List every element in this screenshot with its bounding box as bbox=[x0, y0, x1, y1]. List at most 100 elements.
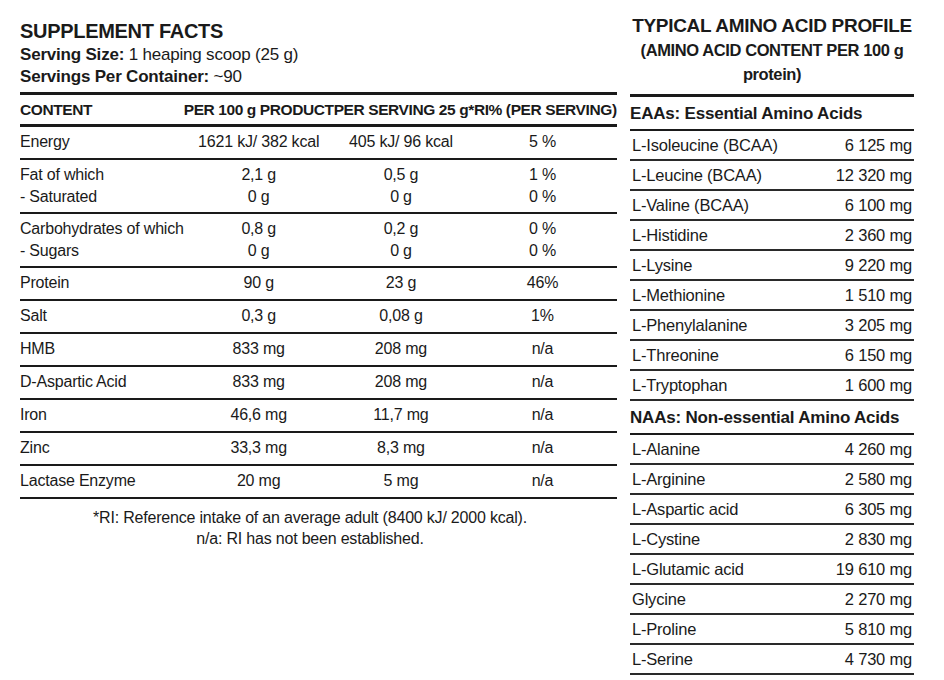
content-value-cell: 1 %0 % bbox=[468, 159, 616, 213]
column-header: PER 100 g PRODUCT bbox=[184, 94, 334, 126]
content-value: n/a bbox=[468, 470, 616, 492]
content-name-cell: HMB bbox=[20, 333, 184, 366]
footnotes: *RI: Reference intake of an average adul… bbox=[20, 507, 600, 549]
content-value-cell: 0,8 g0 g bbox=[184, 213, 334, 267]
amino-value: 2 360 mg bbox=[845, 226, 914, 245]
amino-row: L-Proline5 810 mg bbox=[630, 615, 914, 645]
content-value: 0,3 g bbox=[184, 305, 334, 327]
table-header-row: CONTENTPER 100 g PRODUCTPER SERVING 25 g… bbox=[20, 94, 617, 126]
amino-row: L-Threonine6 150 mg bbox=[630, 341, 914, 371]
content-name-cell: Zinc bbox=[20, 432, 184, 465]
amino-name: L-Alanine bbox=[630, 440, 700, 459]
content-value-cell: n/a bbox=[468, 366, 616, 399]
content-value: 405 kJ/ 96 kcal bbox=[334, 131, 469, 153]
amino-value: 2 830 mg bbox=[845, 530, 914, 549]
amino-value: 2 270 mg bbox=[845, 590, 914, 609]
amino-value: 3 205 mg bbox=[845, 316, 914, 335]
content-name: Energy bbox=[20, 131, 184, 153]
amino-name: L-Lysine bbox=[630, 256, 692, 275]
amino-value: 4 730 mg bbox=[845, 650, 914, 669]
content-value-cell: 23 g bbox=[334, 267, 469, 300]
amino-row: L-Methionine1 510 mg bbox=[630, 281, 914, 311]
amino-name: L-Serine bbox=[630, 650, 693, 669]
content-value-cell: 1% bbox=[468, 300, 616, 333]
content-name: Lactase Enzyme bbox=[20, 470, 184, 492]
amino-name: L-Histidine bbox=[630, 226, 708, 245]
amino-row: L-Glutamic acid 19 610 mg bbox=[630, 555, 914, 585]
amino-name: L-Leucine (BCAA) bbox=[630, 166, 762, 185]
content-value: 5 mg bbox=[334, 470, 469, 492]
amino-value: 6 150 mg bbox=[845, 346, 914, 365]
serving-size-value: 1 heaping scoop (25 g) bbox=[129, 45, 299, 64]
content-value-cell: 20 mg bbox=[184, 465, 334, 498]
content-value-cell: 5 % bbox=[468, 126, 616, 159]
content-value-cell: 1621 kJ/ 382 kcal bbox=[184, 126, 334, 159]
content-value: n/a bbox=[468, 338, 616, 360]
content-value-cell: 208 mg bbox=[334, 333, 469, 366]
amino-value: 6 100 mg bbox=[845, 196, 914, 215]
supplement-label-page: SUPPLEMENT FACTS Serving Size: 1 heaping… bbox=[0, 0, 944, 680]
amino-value: 2 580 mg bbox=[845, 470, 914, 489]
serving-size-line: Serving Size: 1 heaping scoop (25 g) bbox=[20, 44, 600, 66]
content-value: 0 % bbox=[468, 218, 616, 240]
amino-profile-title: TYPICAL AMINO ACID PROFILE bbox=[630, 14, 914, 38]
table-row: Salt0,3 g0,08 g1% bbox=[20, 300, 617, 333]
table-row: D-Aspartic Acid833 mg208 mgn/a bbox=[20, 366, 617, 399]
amino-name: L-Glutamic acid bbox=[630, 560, 744, 579]
table-row: Lactase Enzyme20 mg5 mgn/a bbox=[20, 465, 617, 498]
table-row: HMB833 mg208 mgn/a bbox=[20, 333, 617, 366]
content-value: 0,5 g bbox=[334, 164, 469, 186]
content-value-cell: 90 g bbox=[184, 267, 334, 300]
content-value: 0 % bbox=[468, 186, 616, 208]
content-value: n/a bbox=[468, 371, 616, 393]
amino-value: 1 600 mg bbox=[845, 376, 914, 395]
amino-name: L-Arginine bbox=[630, 470, 705, 489]
content-value: 0 g bbox=[184, 186, 334, 208]
amino-row: L-Tryptophan1 600 mg bbox=[630, 371, 914, 401]
column-header: *RI% (PER SERVING) bbox=[468, 94, 616, 126]
amino-name: L-Isoleucine (BCAA) bbox=[630, 136, 778, 155]
amino-value: 4 260 mg bbox=[845, 440, 914, 459]
content-value-cell: 405 kJ/ 96 kcal bbox=[334, 126, 469, 159]
amino-profile-subtitle: (AMINO ACID CONTENT PER 100 g protein) bbox=[630, 38, 914, 97]
content-value: 1621 kJ/ 382 kcal bbox=[184, 131, 334, 153]
content-value: 33,3 mg bbox=[184, 437, 334, 459]
content-name: - Sugars bbox=[20, 240, 184, 262]
content-value: 0,08 g bbox=[334, 305, 469, 327]
amino-value: 5 810 mg bbox=[845, 620, 914, 639]
amino-name: L-Valine (BCAA) bbox=[630, 196, 749, 215]
content-value: 20 mg bbox=[184, 470, 334, 492]
content-value: 90 g bbox=[184, 272, 334, 294]
content-name: Carbohydrates of which bbox=[20, 218, 184, 240]
content-value-cell: 2,1 g0 g bbox=[184, 159, 334, 213]
content-value: n/a bbox=[468, 437, 616, 459]
content-name: - Saturated bbox=[20, 186, 184, 208]
content-name-cell: Carbohydrates of which- Sugars bbox=[20, 213, 184, 267]
amino-value: 19 610 mg bbox=[836, 560, 914, 579]
amino-row: L-Histidine 2 360 mg bbox=[630, 221, 914, 251]
amino-row: L-Cystine 2 830 mg bbox=[630, 525, 914, 555]
amino-value: 9 220 mg bbox=[845, 256, 914, 275]
content-value: 0 % bbox=[468, 240, 616, 262]
column-header: CONTENT bbox=[20, 94, 184, 126]
content-name-cell: Salt bbox=[20, 300, 184, 333]
amino-name: L-Cystine bbox=[630, 530, 700, 549]
content-value: 0 g bbox=[334, 186, 469, 208]
content-value: 1% bbox=[468, 305, 616, 327]
table-row: Iron46,6 mg11,7 mgn/a bbox=[20, 399, 617, 432]
supplement-facts-panel: SUPPLEMENT FACTS Serving Size: 1 heaping… bbox=[20, 0, 600, 680]
content-name-cell: Iron bbox=[20, 399, 184, 432]
amino-value: 12 320 mg bbox=[836, 166, 914, 185]
amino-row: L-Phenylalanine3 205 mg bbox=[630, 311, 914, 341]
content-value-cell: 33,3 mg bbox=[184, 432, 334, 465]
content-name-cell: Lactase Enzyme bbox=[20, 465, 184, 498]
content-value: 0,2 g bbox=[334, 218, 469, 240]
content-value-cell: n/a bbox=[468, 432, 616, 465]
amino-name: L-Methionine bbox=[630, 286, 725, 305]
amino-profile-sections: EAAs: Essential Amino AcidsL-Isoleucine … bbox=[630, 99, 914, 680]
content-value: 1 % bbox=[468, 164, 616, 186]
content-name-cell: D-Aspartic Acid bbox=[20, 366, 184, 399]
content-value-cell: 0,08 g bbox=[334, 300, 469, 333]
content-name: Fat of which bbox=[20, 164, 184, 186]
column-header: PER SERVING 25 g bbox=[334, 94, 469, 126]
